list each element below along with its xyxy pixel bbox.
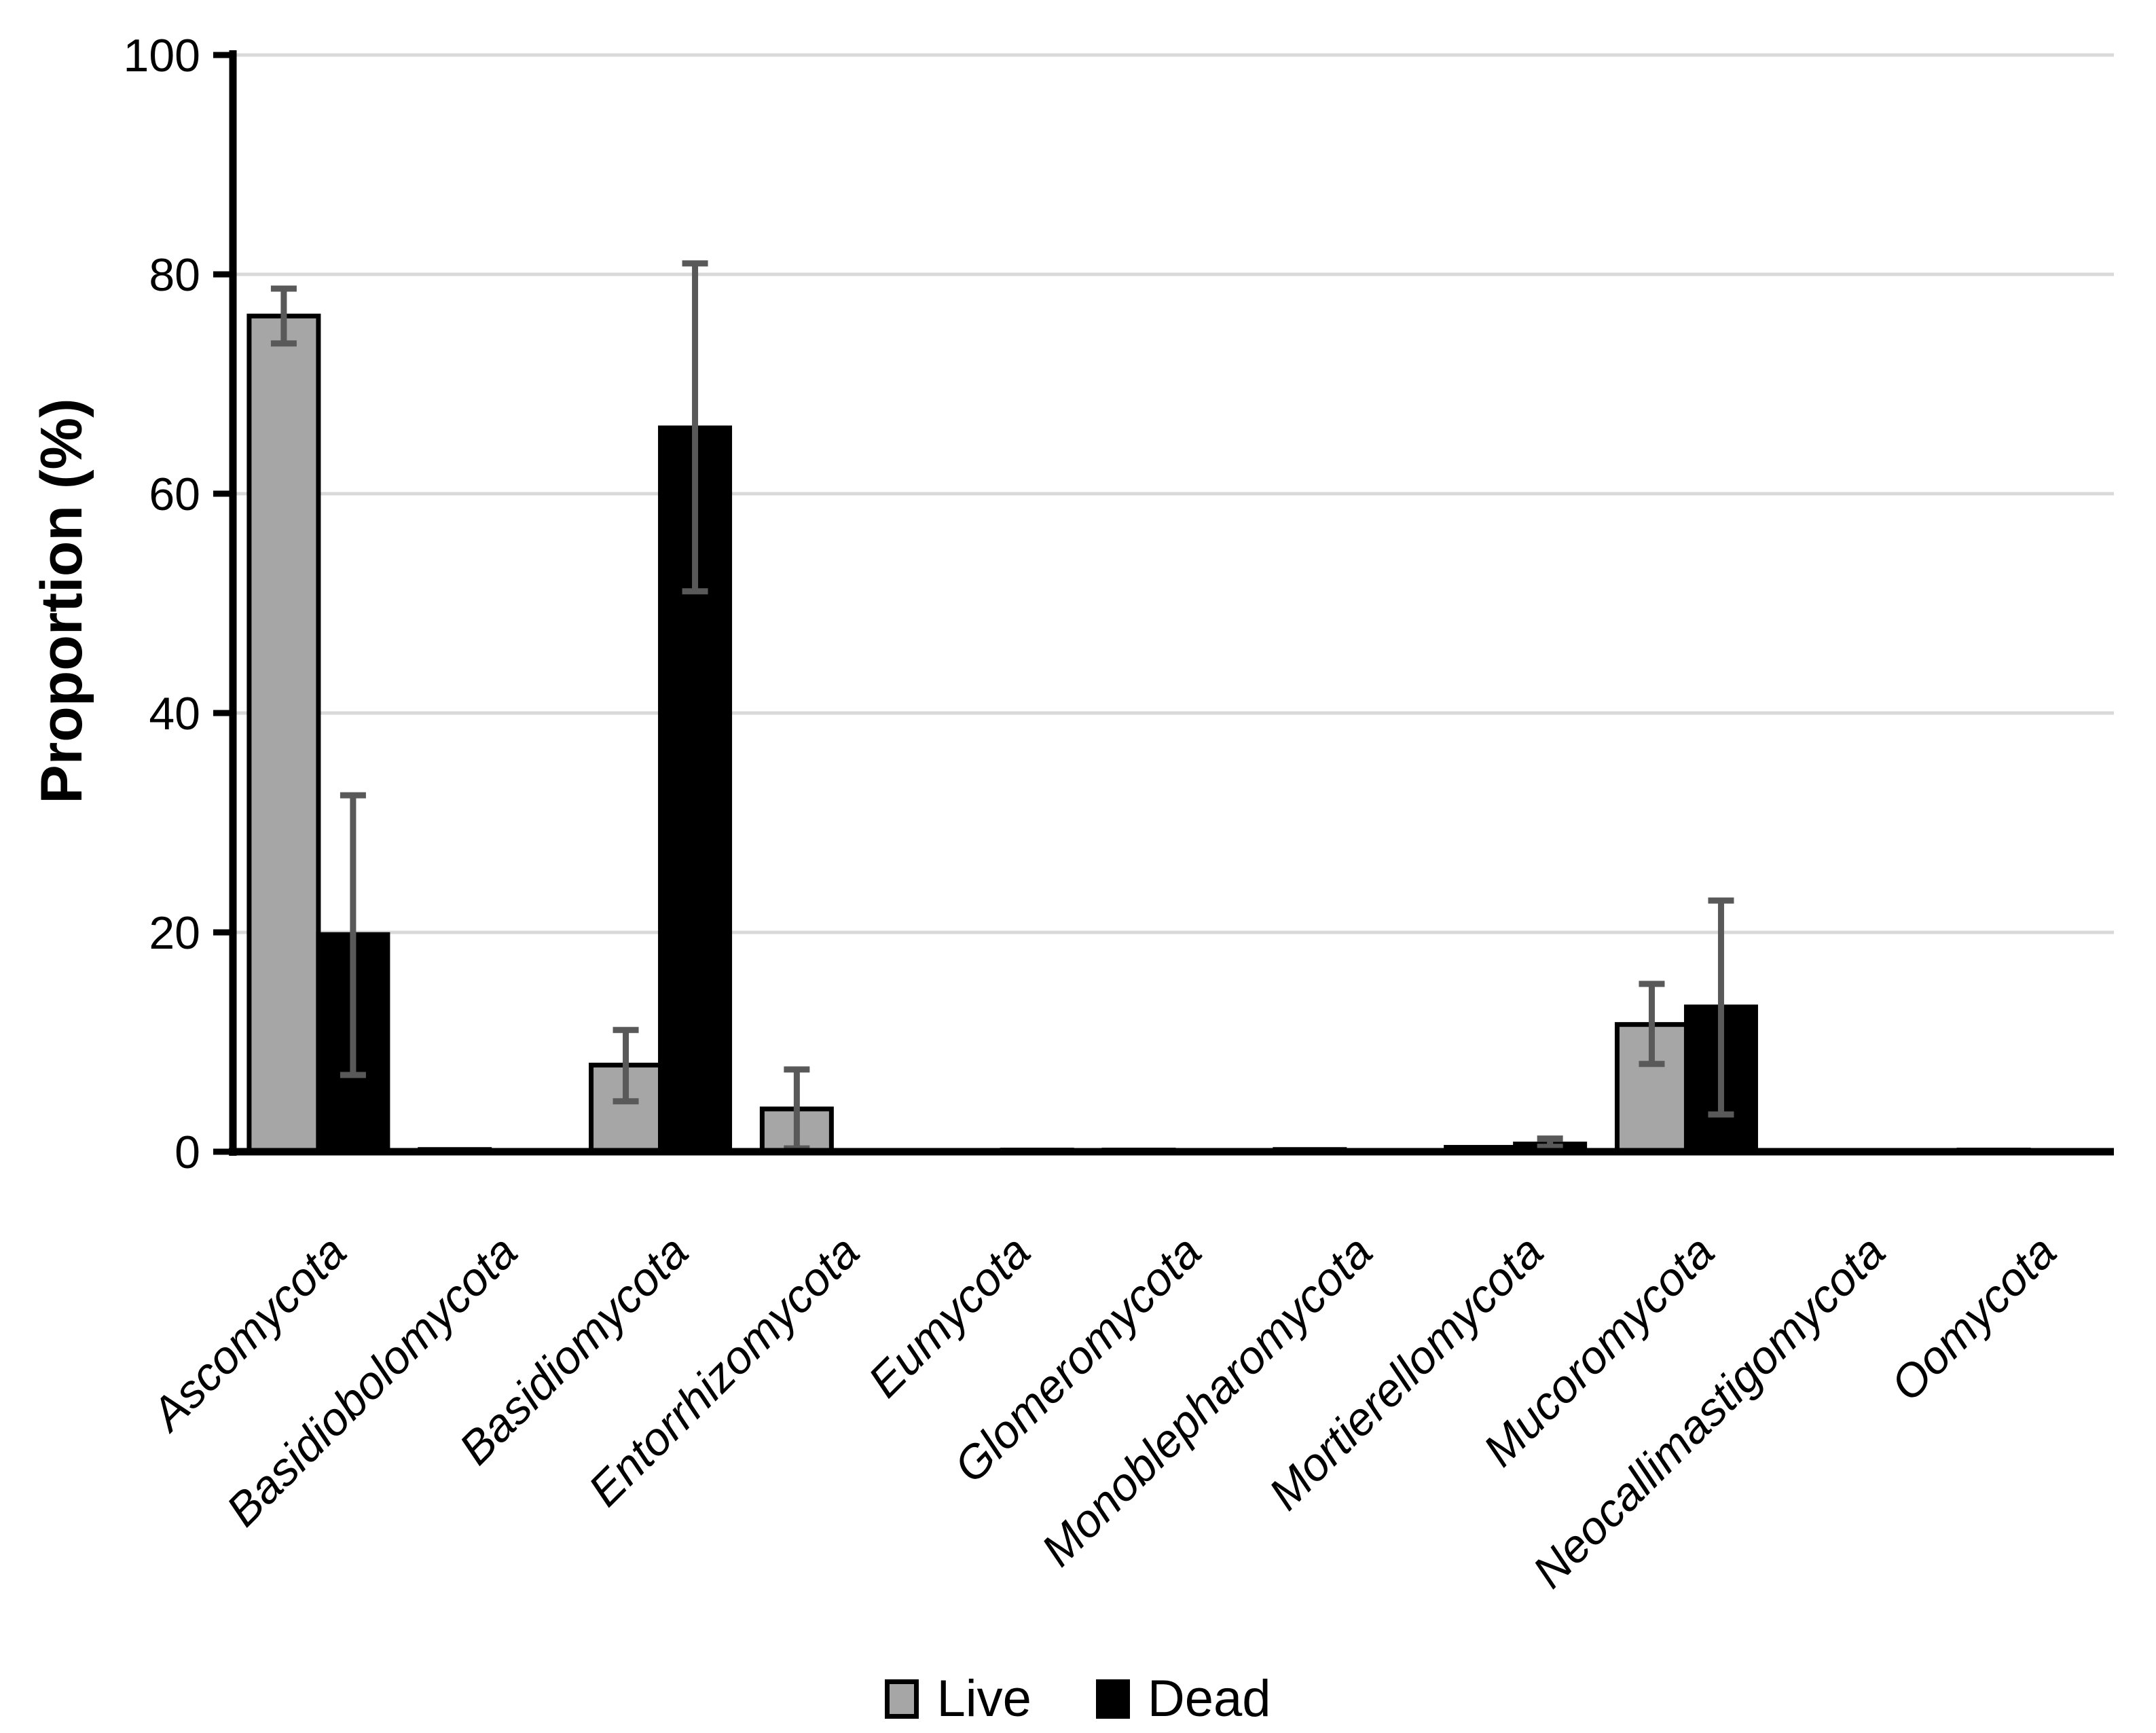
ytick-label-40: 40 — [149, 688, 200, 740]
category-labels: AscomycotaBasidiobolomycotaBasidiomycota… — [140, 1226, 2066, 1598]
legend-item-live: Live — [885, 1669, 1031, 1728]
y-tick-labels: 0 20 40 60 80 100 — [124, 30, 200, 1178]
error-bars — [270, 260, 1734, 1152]
category-label-Oomycota: Oomycota — [1881, 1226, 2066, 1411]
legend: Live Dead — [0, 1669, 2156, 1728]
ytick-label-20: 20 — [149, 907, 200, 959]
category-label-Monoblepharomycota: Monoblepharomycota — [1031, 1226, 1382, 1576]
ytick-label-60: 60 — [149, 469, 200, 520]
legend-swatch-live — [885, 1679, 919, 1719]
legend-label-live: Live — [936, 1670, 1031, 1728]
legend-item-dead: Dead — [1095, 1669, 1271, 1728]
legend-label-dead: Dead — [1147, 1670, 1271, 1728]
gridlines — [233, 53, 2114, 934]
ytick-label-80: 80 — [149, 249, 200, 301]
bar-live-Ascomycota — [246, 313, 321, 1154]
category-label-Basidiobolomycota: Basidiobolomycota — [217, 1226, 527, 1536]
legend-swatch-dead — [1095, 1679, 1130, 1719]
y-axis-title: Proportion (%) — [29, 398, 94, 803]
category-label-Eumycota: Eumycota — [858, 1226, 1040, 1408]
ytick-label-0: 0 — [175, 1127, 200, 1178]
axes — [213, 50, 2114, 1156]
bars — [246, 313, 2031, 1154]
category-label-Neocallimastigomycota: Neocallimastigomycota — [1523, 1226, 1895, 1598]
ytick-label-100: 100 — [124, 30, 200, 81]
